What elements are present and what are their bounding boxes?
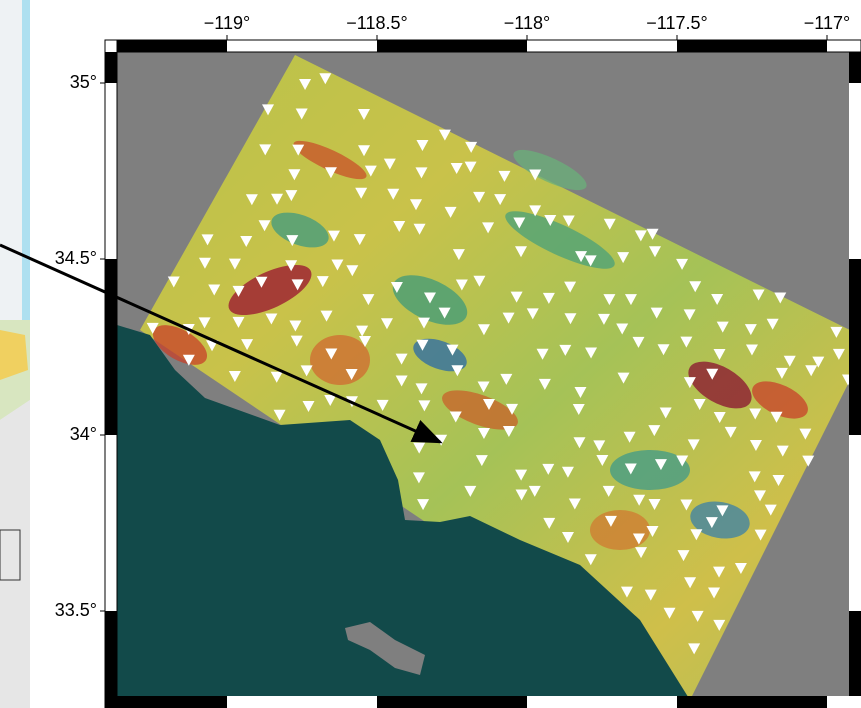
map-area	[117, 52, 861, 708]
frame-segment	[677, 40, 827, 52]
x-tick-label: −117.5°	[646, 13, 707, 33]
terrain-patch	[310, 335, 370, 385]
frame-segment	[105, 611, 117, 708]
page: {"map": { "xlim": [-119.4, -116.88], "yl…	[0, 0, 861, 708]
frame-segment	[105, 52, 117, 83]
frame-segment	[117, 696, 227, 708]
frame-segment	[105, 259, 117, 435]
x-tick-label: −118°	[504, 13, 550, 33]
frame-segment	[849, 52, 861, 83]
frame-segment	[677, 696, 827, 708]
x-tick-label: −117°	[804, 13, 850, 33]
frame-segment	[849, 611, 861, 708]
y-tick-label: 33.5°	[55, 600, 97, 620]
side-panel	[0, 0, 30, 708]
x-tick-label: −119°	[204, 13, 250, 33]
y-tick-label: 34.5°	[55, 248, 97, 268]
x-tick-label: −118.5°	[346, 13, 407, 33]
frame-segment	[377, 40, 527, 52]
frame-segment	[849, 259, 861, 435]
frame-segment	[117, 40, 227, 52]
terrain-patch	[590, 510, 650, 550]
frame-segment	[377, 696, 527, 708]
map-figure: −119° −118.5° −118° −117.5° −117° 35° 34.5° 34°…	[0, 0, 861, 708]
y-tick-label: 34°	[70, 424, 97, 444]
y-tick-label: 35°	[70, 72, 97, 92]
